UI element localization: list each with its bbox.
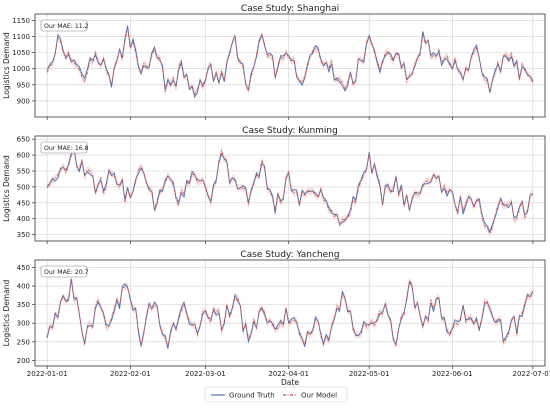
y-tick-label: 350 bbox=[17, 301, 30, 309]
x-tick-label: 2022-06-01 bbox=[432, 370, 473, 378]
series-our-model bbox=[46, 278, 534, 348]
y-axis-label: Logistics Demand bbox=[2, 32, 11, 99]
y-axis-label: Logistics Demand bbox=[2, 279, 11, 346]
legend-label-ground-truth: Ground Truth bbox=[229, 392, 275, 400]
y-tick-label: 600 bbox=[17, 152, 30, 160]
x-tick-label: 2022-03-01 bbox=[185, 370, 226, 378]
y-tick-label: 450 bbox=[17, 264, 30, 272]
prediction-band bbox=[47, 24, 533, 98]
x-tick-label: 2022-04-01 bbox=[268, 370, 309, 378]
mae-annotation: Our MAE: 11.2 bbox=[44, 23, 89, 30]
mae-annotation-box bbox=[40, 19, 88, 32]
legend-box bbox=[204, 386, 348, 403]
mae-annotation-box bbox=[40, 265, 88, 278]
mae-annotation: Our MAE: 16.8 bbox=[44, 145, 89, 152]
prediction-band bbox=[47, 144, 533, 238]
series-our-model bbox=[46, 28, 534, 96]
mae-annotation-box bbox=[40, 141, 88, 154]
x-tick-label: 2022-02-01 bbox=[110, 370, 151, 378]
y-tick-label: 400 bbox=[17, 215, 30, 223]
panel-frame bbox=[34, 259, 546, 367]
y-tick-label: 1100 bbox=[12, 33, 30, 41]
panel-title: Case Study: Kunming bbox=[242, 126, 338, 136]
y-tick-label: 500 bbox=[17, 183, 30, 191]
x-tick-label: 2022-07-01 bbox=[513, 370, 550, 378]
x-tick-label: 2022-01-01 bbox=[27, 370, 68, 378]
series-our-model bbox=[46, 147, 534, 235]
y-tick-label: 550 bbox=[17, 168, 30, 176]
series-ground-truth bbox=[46, 279, 534, 349]
mae-annotation: Our MAE: 20.7 bbox=[44, 269, 89, 276]
legend: Ground Truth Our Model bbox=[204, 386, 348, 403]
y-tick-label: 400 bbox=[17, 283, 30, 291]
panel-title: Case Study: Yancheng bbox=[240, 250, 339, 260]
legend-label-our-model: Our Model bbox=[301, 392, 337, 400]
y-tick-label: 450 bbox=[17, 199, 30, 207]
series-ground-truth bbox=[46, 147, 534, 233]
y-axis-label: Logistics Demand bbox=[2, 155, 11, 222]
y-tick-label: 300 bbox=[17, 320, 30, 328]
x-axis-label: Date bbox=[281, 378, 299, 387]
y-tick-label: 950 bbox=[17, 81, 30, 89]
y-tick-label: 350 bbox=[17, 231, 30, 239]
y-tick-label: 1050 bbox=[12, 49, 30, 57]
y-tick-label: 900 bbox=[17, 97, 30, 105]
panel-title: Case Study: Shanghai bbox=[241, 4, 339, 14]
panel-1: Case Study: Shanghai 900 950 1000 1050 1100 11… bbox=[2, 4, 546, 120]
x-tick-label: 2022-05-01 bbox=[349, 370, 390, 378]
y-tick-label: 1150 bbox=[12, 17, 30, 25]
y-tick-label: 200 bbox=[17, 357, 30, 365]
y-tick-label: 1000 bbox=[12, 65, 30, 73]
panel-frame bbox=[34, 135, 546, 242]
panel-2: Case Study: Kunming 350 400 450 500 550 600 650… bbox=[2, 126, 546, 244]
panel-frame bbox=[34, 13, 546, 118]
panel-3: Case Study: Yancheng 200 250 300 350 400 450 Lo… bbox=[2, 250, 550, 387]
y-tick-label: 650 bbox=[17, 136, 30, 144]
y-tick-label: 250 bbox=[17, 338, 30, 346]
